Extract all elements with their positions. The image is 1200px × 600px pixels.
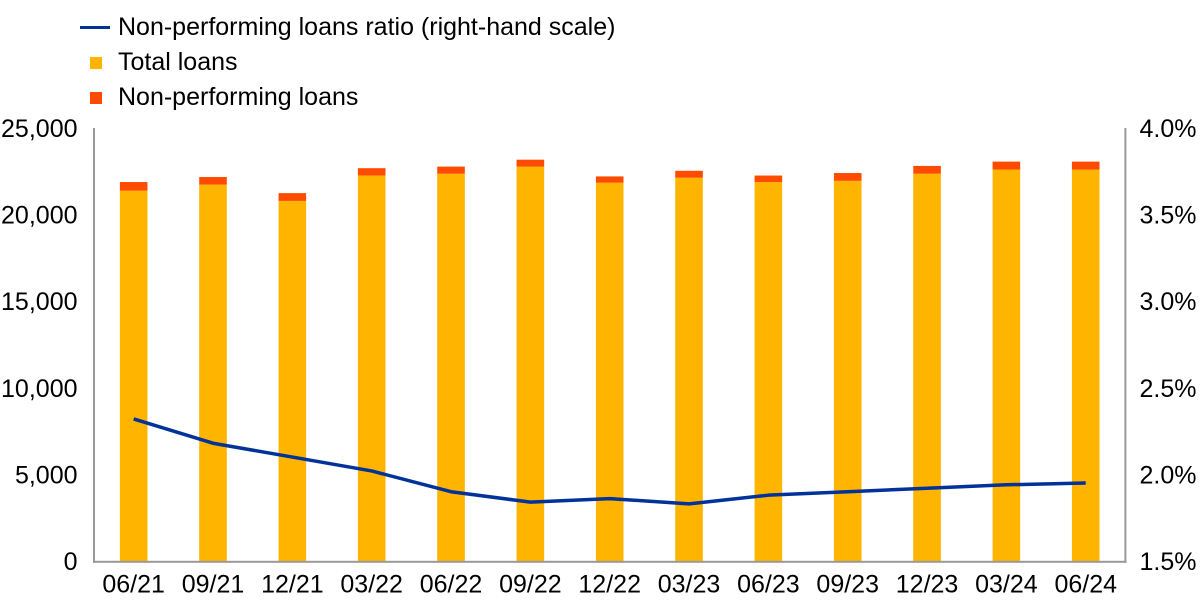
right-axis-tick-label: 2.0%: [1140, 461, 1197, 489]
x-axis-tick-label: 12/21: [261, 571, 324, 599]
right-axis-tick-label: 3.5%: [1140, 202, 1197, 230]
right-axis-tick-label: 4.0%: [1140, 115, 1197, 143]
bar-non-performing-loans: [754, 175, 783, 183]
left-axis-tick-label: 15,000: [1, 288, 77, 316]
bar-non-performing-loans: [119, 182, 148, 191]
left-axis-line: [93, 128, 95, 563]
legend-square-marker-total-loans-icon: [80, 56, 110, 69]
right-axis-tick-label: 3.0%: [1140, 288, 1197, 316]
x-axis-tick-label: 06/22: [420, 571, 483, 599]
bar-total-loans: [754, 182, 783, 562]
bar-total-loans: [516, 166, 545, 562]
bar-non-performing-loans: [278, 193, 307, 201]
x-axis-tick-label: 03/22: [340, 571, 403, 599]
bar-non-performing-loans: [1071, 161, 1100, 170]
x-axis-tick-label: 03/23: [658, 571, 721, 599]
bar-total-loans: [278, 200, 307, 562]
right-axis-tick-label: 1.5%: [1140, 548, 1197, 576]
bar-non-performing-loans: [913, 165, 941, 174]
bar-total-loans: [1071, 169, 1100, 562]
bar-total-loans: [199, 184, 227, 562]
bar-total-loans: [357, 175, 386, 562]
bar-non-performing-loans: [675, 170, 703, 178]
legend-square-marker-npl-icon: [80, 91, 110, 104]
x-axis-tick-label: 09/23: [816, 571, 879, 599]
bar-total-loans: [833, 180, 862, 562]
x-axis-tick-label: 06/24: [1054, 571, 1117, 599]
bar-non-performing-loans: [992, 161, 1021, 170]
left-axis-tick-label: 20,000: [1, 202, 77, 230]
bar-total-loans: [437, 173, 465, 562]
bar-non-performing-loans: [357, 168, 386, 176]
legend-label-npl: Non-performing loans: [118, 83, 359, 111]
bar-non-performing-loans: [199, 177, 227, 185]
bar-total-loans: [675, 177, 703, 562]
bar-non-performing-loans: [437, 166, 465, 174]
bar-non-performing-loans: [833, 173, 862, 181]
bar-total-loans: [992, 169, 1021, 562]
x-axis-tick-label: 09/21: [182, 571, 245, 599]
chart-legend: Non-performing loans ratio (right-hand s…: [80, 10, 615, 115]
right-axis-line: [1124, 128, 1127, 563]
left-axis-tick-label: 5,000: [15, 461, 78, 489]
npl-ratio-line: [133, 417, 1086, 506]
legend-item-npl: Non-performing loans: [80, 80, 615, 115]
legend-item-npl-ratio: Non-performing loans ratio (right-hand s…: [80, 10, 615, 45]
left-axis-tick-label: 25,000: [1, 115, 77, 143]
x-axis-tick-label: 06/23: [737, 571, 800, 599]
bar-total-loans: [119, 190, 148, 562]
legend-label-total-loans: Total loans: [118, 48, 238, 76]
x-axis-line: [93, 560, 1127, 563]
left-axis-tick-label: 10,000: [1, 375, 77, 403]
legend-line-marker-icon: [80, 25, 110, 30]
x-axis-tick-label: 06/21: [102, 571, 165, 599]
x-axis-tick-label: 09/22: [499, 571, 562, 599]
x-axis-tick-label: 12/23: [896, 571, 959, 599]
bar-non-performing-loans: [516, 159, 545, 167]
bar-non-performing-loans: [595, 176, 624, 183]
legend-label-npl-ratio: Non-performing loans ratio (right-hand s…: [118, 13, 616, 41]
bar-total-loans: [595, 182, 624, 562]
right-axis-tick-label: 2.5%: [1140, 375, 1197, 403]
left-axis-tick-label: 0: [64, 548, 78, 576]
x-axis-tick-label: 03/24: [975, 571, 1038, 599]
bar-total-loans: [913, 173, 941, 562]
x-axis-tick-label: 12/22: [578, 571, 641, 599]
legend-item-total-loans: Total loans: [80, 45, 615, 80]
